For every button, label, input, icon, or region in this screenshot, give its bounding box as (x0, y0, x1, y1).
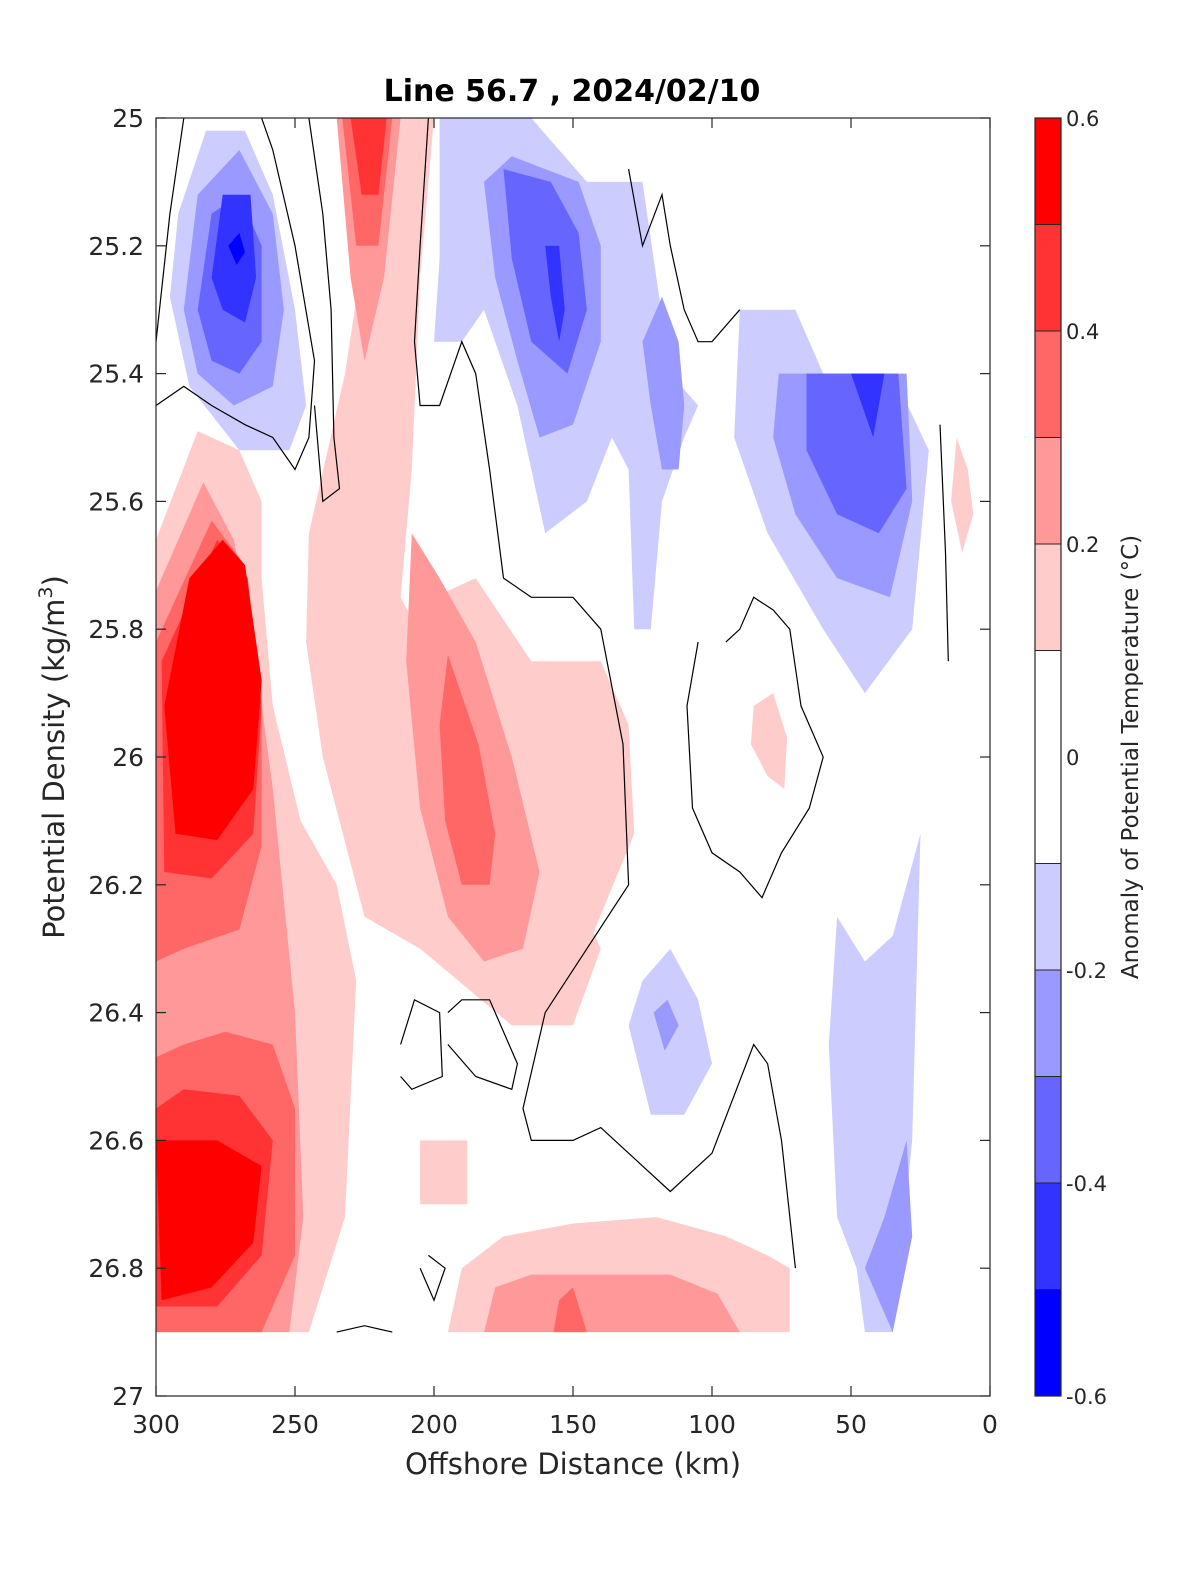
colorbar-swatch (1035, 970, 1061, 1077)
colorbar-swatch (1035, 224, 1061, 331)
y-axis: 25 25.2 25.4 25.6 25.8 26 26.2 26.4 26.6 26.8 27 (88, 104, 990, 1411)
colorbar-tick-label: 0.4 (1066, 320, 1099, 344)
zero-contour-9 (419, 1254, 446, 1302)
x-axis-label: Offshore Distance (km) (405, 1447, 741, 1481)
x-tick-label: 300 (132, 1410, 180, 1439)
y-axis-label-text: Potential Density (kg/m (37, 599, 71, 939)
y-tick-label: 25.8 (88, 615, 144, 644)
colorbar: 0.6 0.4 0.2 0 -0.2 -0.4 -0.6 (1034, 107, 1107, 1409)
colorbar-frame (1034, 117, 1062, 1397)
anomaly-region-11 (350, 118, 387, 195)
colorbar-swatch (1035, 437, 1061, 544)
anomaly-region-25 (228, 233, 245, 265)
anomaly-region-4 (164, 539, 262, 841)
x-tick-label: 250 (271, 1410, 319, 1439)
zero-contour-4 (628, 168, 741, 343)
y-tick-label: 25.4 (88, 360, 144, 389)
y-axis-label-sup: 3 (35, 586, 57, 598)
zero-contour-3 (413, 118, 796, 1269)
anomaly-region-36 (653, 999, 679, 1051)
zero-contour-1 (156, 118, 316, 471)
colorbar-tick-label: 0.6 (1066, 107, 1099, 131)
contour-fill-regions (156, 118, 974, 1333)
y-tick-label: 25 (112, 104, 144, 133)
colorbar-tick-label: 0.2 (1066, 533, 1099, 557)
anomaly-region-34 (851, 373, 885, 438)
anomaly-region-20 (951, 437, 974, 553)
anomaly-region-29 (545, 245, 565, 342)
colorbar-swatch (1035, 544, 1061, 651)
colorbar-swatch (1035, 331, 1061, 438)
y-tick-label: 26 (112, 743, 144, 772)
colorbar-swatch (1035, 118, 1061, 225)
y-tick-label: 26.2 (88, 871, 144, 900)
colorbar-swatch (1035, 1289, 1061, 1396)
anomaly-region-8 (306, 118, 601, 1026)
x-tick-label: 200 (410, 1410, 458, 1439)
colorbar-tick-label: 0 (1066, 746, 1079, 770)
y-tick-label: 25.6 (88, 487, 144, 516)
colorbar-tick-label: -0.2 (1066, 959, 1107, 983)
zero-contour-6 (939, 424, 949, 662)
zero-contour-7 (400, 998, 443, 1091)
zero-contour-2 (308, 118, 341, 503)
x-tick-label: 150 (549, 1410, 597, 1439)
y-tick-label: 26.8 (88, 1254, 144, 1283)
y-tick-label: 27 (112, 1382, 144, 1411)
x-axis: 300 250 200 150 100 50 0 (132, 118, 998, 1439)
anomaly-region-14 (439, 654, 496, 885)
x-tick-label: 50 (835, 1410, 867, 1439)
anomaly-region-18 (553, 1287, 587, 1333)
x-tick-label: 100 (688, 1410, 736, 1439)
colorbar-swatch (1035, 1183, 1061, 1290)
anomaly-region-28 (503, 169, 587, 374)
colorbar-tick-label: -0.6 (1066, 1385, 1107, 1409)
colorbar-swatch (1035, 863, 1061, 970)
zero-contour-lines (156, 118, 949, 1333)
colorbar-label: Anomaly of Potential Temperature (°C) (1118, 535, 1144, 979)
x-tick-label: 0 (982, 1410, 998, 1439)
colorbar-swatch (1035, 1076, 1061, 1183)
anomaly-region-19 (750, 693, 788, 789)
zero-contour-5 (686, 596, 824, 899)
zero-contour-10 (336, 1325, 393, 1333)
anomaly-region-15 (420, 1140, 468, 1205)
anomaly-region-33 (806, 373, 907, 534)
y-axis-label-close: ) (37, 575, 71, 586)
y-tick-label: 25.2 (88, 232, 144, 261)
y-tick-label: 26.6 (88, 1126, 144, 1155)
colorbar-tick-label: -0.4 (1066, 1172, 1107, 1196)
anomaly-region-7 (156, 1140, 262, 1301)
anomaly-region-17 (484, 1274, 740, 1333)
anomaly-region-38 (864, 1140, 913, 1333)
y-tick-label: 26.4 (88, 999, 144, 1028)
zero-contour-0 (156, 118, 185, 342)
y-axis-label: Potential Density (kg/m3) (35, 575, 71, 939)
anomaly-region-30 (642, 296, 685, 470)
chart-title: Line 56.7 , 2024/02/10 (384, 74, 761, 109)
colorbar-swatch (1035, 650, 1061, 864)
zero-contour-8 (447, 999, 519, 1091)
